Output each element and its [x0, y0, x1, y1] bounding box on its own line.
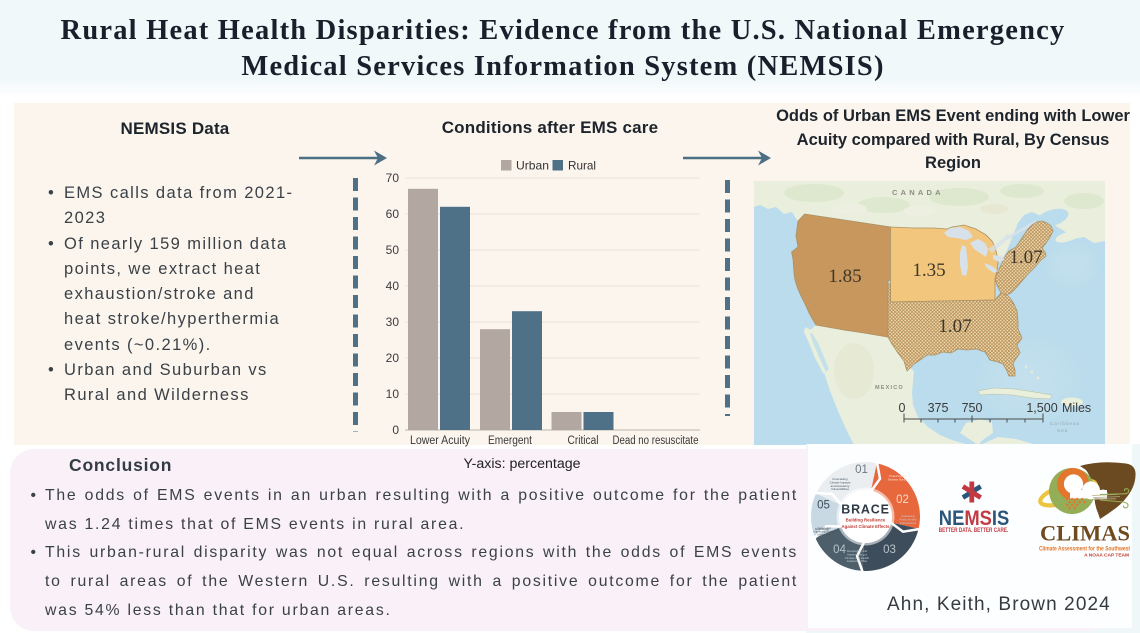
svg-text:50: 50	[386, 243, 400, 257]
svg-text:375: 375	[928, 401, 949, 415]
svg-text:10: 10	[386, 387, 400, 401]
svg-text:Adaptation Plan: Adaptation Plan	[847, 559, 868, 563]
svg-text:Emergent: Emergent	[488, 435, 533, 447]
svg-text:NEMSIS: NEMSIS	[939, 507, 1009, 531]
svg-text:Sea: Sea	[1057, 428, 1068, 433]
svg-text:Building Resilience: Building Resilience	[846, 518, 886, 523]
svg-text:Projecting the: Projecting the	[889, 474, 907, 478]
svg-text:30: 30	[386, 315, 400, 329]
svg-text:40: 40	[386, 279, 400, 293]
svg-text:Improving Quality: Improving Quality	[814, 529, 836, 533]
svg-text:60: 60	[386, 207, 400, 221]
svg-text:CLIMAS: CLIMAS	[1040, 521, 1130, 546]
svg-text:Dead no resuscitate: Dead no resuscitate	[613, 435, 699, 447]
svg-text:Critical: Critical	[568, 435, 599, 447]
svg-text:Against Climate Effects: Against Climate Effects	[842, 524, 891, 529]
svg-text:Climate Assessment for the Sou: Climate Assessment for the Southwest	[1039, 546, 1131, 553]
svg-text:of Activities: of Activities	[817, 533, 831, 537]
svg-text:Miles: Miles	[1062, 401, 1091, 415]
svg-text:0: 0	[899, 401, 906, 415]
svg-text:Rural: Rural	[568, 159, 596, 173]
svg-text:Impact and: Impact and	[817, 526, 831, 530]
svg-text:Public Health: Public Health	[899, 517, 916, 521]
svg-text:Vulnerabilities: Vulnerabilities	[831, 487, 849, 491]
svg-text:Urban: Urban	[516, 159, 549, 173]
svg-text:20: 20	[386, 351, 400, 365]
svg-text:Implementing a: Implementing a	[847, 552, 867, 556]
svg-text:BRACE: BRACE	[841, 503, 889, 517]
svg-text:02: 02	[896, 494, 909, 506]
svg-text:1.35: 1.35	[912, 260, 945, 281]
svg-text:Interventions: Interventions	[900, 521, 917, 525]
svg-text:1.85: 1.85	[828, 266, 861, 287]
svg-text:and Assessing: and Assessing	[831, 484, 850, 488]
svg-text:Assessing: Assessing	[901, 514, 915, 518]
svg-text:BETTER DATA. BETTER CARE.: BETTER DATA. BETTER CARE.	[939, 527, 1009, 534]
svg-text:1,500: 1,500	[1026, 401, 1057, 415]
svg-text:1.07: 1.07	[1009, 247, 1042, 268]
svg-text:Forecasting: Forecasting	[832, 477, 847, 481]
svg-text:03: 03	[883, 544, 896, 556]
svg-text:CANADA: CANADA	[892, 188, 944, 197]
svg-text:Lower Acuity: Lower Acuity	[410, 435, 470, 447]
svg-text:Developing and: Developing and	[847, 549, 867, 553]
svg-text:Disease Burden: Disease Burden	[888, 477, 909, 481]
svg-text:05: 05	[817, 500, 830, 512]
svg-text:750: 750	[962, 401, 983, 415]
svg-text:Evaluating: Evaluating	[815, 527, 829, 531]
svg-text:MEXICO: MEXICO	[875, 385, 904, 391]
svg-text:0: 0	[392, 423, 399, 437]
svg-text:1.07: 1.07	[938, 316, 971, 337]
svg-text:04: 04	[833, 544, 846, 556]
svg-text:70: 70	[386, 171, 400, 185]
svg-text:Climate Impacts: Climate Impacts	[830, 480, 851, 484]
svg-text:Climate and Health: Climate and Health	[845, 556, 870, 560]
svg-text:Caribbean: Caribbean	[1050, 421, 1080, 426]
svg-text:01: 01	[855, 464, 868, 476]
svg-text:A NOAA CAP TEAM: A NOAA CAP TEAM	[1084, 553, 1129, 559]
